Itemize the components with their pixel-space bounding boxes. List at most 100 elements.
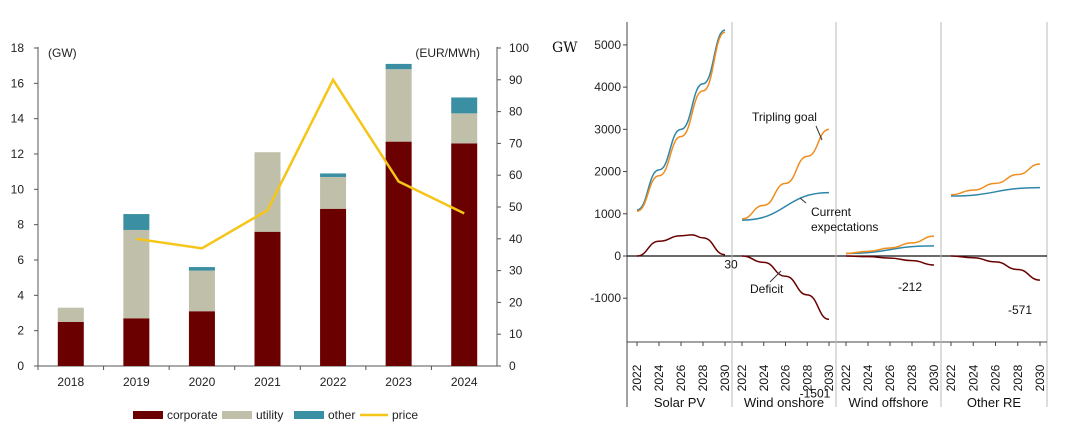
right-y-tick-label: 0 [509,359,516,373]
annotation-deficit: Deficit [750,282,784,296]
year-label-2030: 2030 [1033,364,1047,391]
year-label-2026: 2026 [779,364,793,391]
left-y-tick-label: 0 [17,359,24,373]
left-y-tick-label: 14 [11,112,25,126]
x-tick-label-2022: 2022 [320,375,347,389]
left-y-tick-label: 10 [11,182,25,196]
panel-names: Solar PV Wind onshore Wind offshore Other R… [654,395,1022,410]
annotations: Tripling goal Current expectations Defic… [750,110,878,296]
gw-tick-label: 0 [614,249,621,263]
left-y-tick-label: 12 [11,147,25,161]
panel-frame [626,22,1048,407]
year-label-2030: 2030 [822,364,836,391]
x-tick-label-2024: 2024 [451,375,478,389]
right-y-tick-label: 100 [509,41,529,55]
year-label-2024: 2024 [861,364,875,391]
price-line [136,77,465,250]
x-tick-labels: 2018 2019 2020 2021 2022 2023 2024 [37,366,478,389]
bar-corporate-2022 [320,208,347,366]
bar-utility-2023 [385,69,412,142]
year-label-2022: 2022 [630,364,644,391]
x-tick-label-2021: 2021 [254,375,281,389]
year-label-2028: 2028 [905,364,919,391]
bar-corporate-2019 [123,318,150,366]
gw-unit-label: GW [552,40,578,56]
deficit-pointer [769,270,782,283]
gw-tick-label: 1000 [594,207,621,221]
year-label-2024: 2024 [966,364,980,391]
bar-other-2024 [451,97,478,114]
bar-other-2020 [188,267,215,271]
right-chart-y-ticks: -1000 0 1000 2000 3000 4000 5000 [590,38,627,305]
year-label-2028: 2028 [1011,364,1025,391]
deficit-end-label-wind-onshore: -1501 [800,386,831,400]
gw-tick-label: 2000 [594,165,621,179]
left-legend: corporate utility other price [133,408,418,422]
series-deficit-wind-onshore [741,255,830,321]
series-tripling-goal-other-re [950,163,1041,196]
annotation-tripling-goal: Tripling goal [752,110,817,124]
right-y-tick-label: 40 [509,232,523,246]
right-y-tick-label: 50 [509,200,523,214]
bar-corporate-2020 [188,311,215,366]
tripling-goal-pointer [815,125,823,141]
year-label-2022: 2022 [944,364,958,391]
x-tick-label-2020: 2020 [189,375,216,389]
year-label-2022: 2022 [839,364,853,391]
current-expectations-pointer [799,197,807,204]
legend-swatch-other [294,411,324,419]
left-y-tick-label: 6 [17,253,24,267]
x-tick-label-2019: 2019 [123,375,150,389]
legend-label-corporate: corporate [167,408,218,422]
bar-corporate-2018 [57,321,84,366]
right-unit-label: (EUR/MWh) [415,46,480,60]
series-deficit-other-re [950,255,1041,281]
year-label-2026: 2026 [989,364,1003,391]
bar-utility-2018 [57,307,84,322]
year-label-2026: 2026 [674,364,688,391]
left-y-tick-label: 18 [11,41,25,55]
deficit-end-label-other-re: -571 [1008,303,1032,317]
year-label-2024: 2024 [652,364,666,391]
panel-name-wind-onshore: Wind onshore [744,395,824,410]
bar-utility-2019 [123,229,150,319]
left-unit-label: (GW) [48,46,77,60]
bar-other-2022 [320,173,347,177]
right-y-tick-label: 70 [509,136,523,150]
left-y-tick-label: 16 [11,76,25,90]
gw-tick-label: -1000 [590,291,621,305]
right-y-tick-label: 80 [509,105,523,119]
bar-utility-2024 [451,113,478,144]
left-y-ticks: 0 2 4 6 8 10 12 14 16 18 [11,41,38,373]
series-current-expectations-solar-pv [636,29,726,211]
right-y-ticks: 0 10 20 30 40 50 60 70 80 90 100 [497,41,529,373]
right-chart-series [636,29,1041,321]
left-y-tick-label: 2 [17,324,24,338]
bar-utility-2020 [188,270,215,312]
deficit-end-labels: 30 -1501 -212 -571 [724,258,1032,401]
stacked-bars [57,63,478,366]
series-tripling-goal-wind-onshore [741,128,830,220]
legend-swatch-utility [222,411,252,419]
right-y-tick-label: 20 [509,295,523,309]
left-bar-chart: (GW) (EUR/MWh) 0 2 4 6 8 10 12 14 16 18 0 10 20 30 40… [11,41,530,422]
right-y-tick-label: 30 [509,264,523,278]
left-y-tick-label: 8 [17,218,24,232]
year-label-2028: 2028 [696,364,710,391]
bar-other-2019 [123,214,150,230]
bar-corporate-2021 [254,231,281,366]
x-tick-label-2023: 2023 [385,375,412,389]
panel-name-solar-pv: Solar PV [654,395,706,410]
bar-corporate-2024 [451,143,478,366]
series-deficit-wind-offshore [845,255,935,266]
year-label-2024: 2024 [757,364,771,391]
series-current-expectations-wind-onshore [741,191,830,221]
right-line-chart: GW -1000 0 1000 2000 3000 4000 5000 2022 2024 20… [552,22,1048,410]
gw-tick-label: 3000 [594,122,621,136]
deficit-end-label-wind-offshore: -212 [898,280,922,294]
series-deficit-solar-pv [636,234,726,257]
legend-label-other: other [328,408,355,422]
gw-tick-label: 4000 [594,80,621,94]
